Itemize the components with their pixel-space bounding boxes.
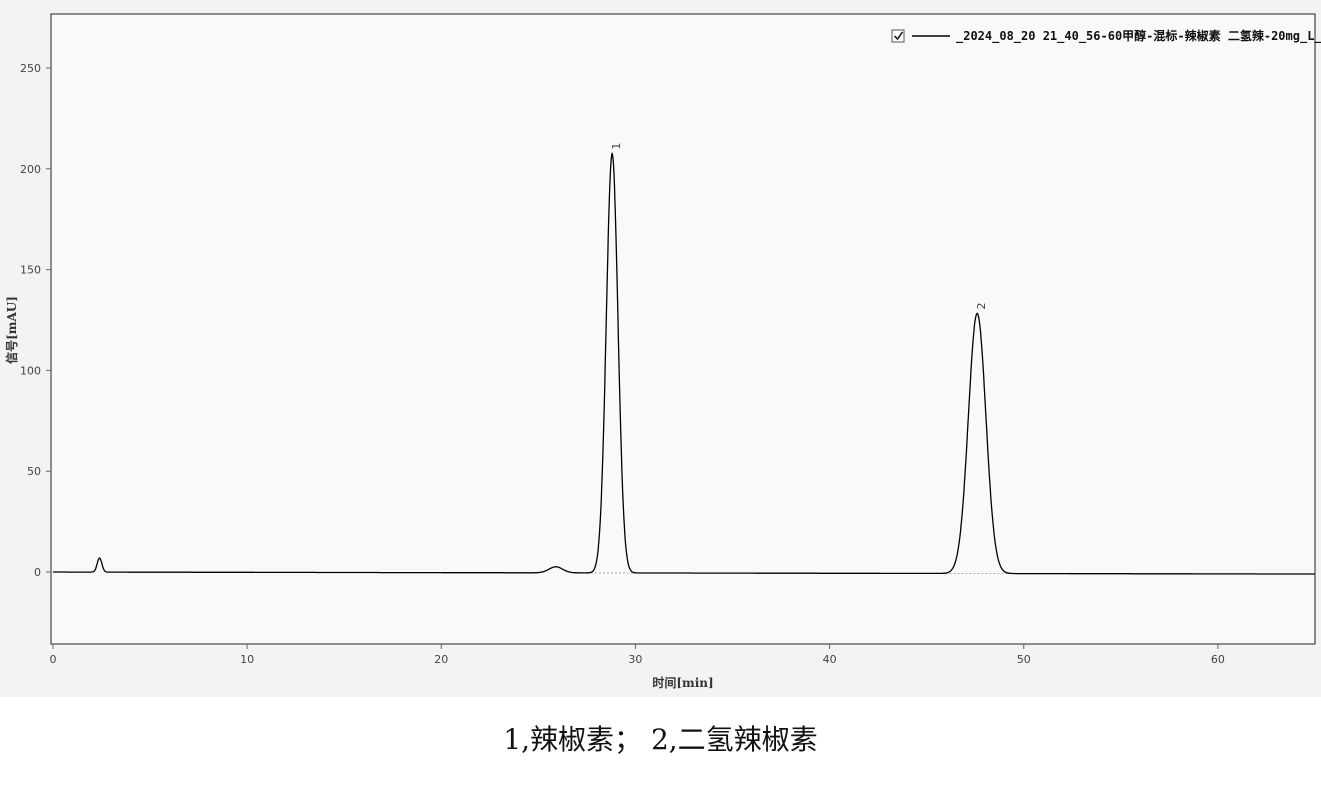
x-tick-label: 60 [1211,653,1225,666]
peak-label: 2 [975,302,988,309]
y-tick-label: 150 [20,264,41,277]
figure-caption: 1,辣椒素； 2,二氢辣椒素 [503,723,818,756]
plot-area [50,13,1316,645]
x-tick-label: 30 [628,653,642,666]
check-icon [893,31,904,41]
legend-label: _2024_08_20 21_40_56-60甲醇-混标-辣椒素 二氢辣-20m… [956,28,1321,44]
x-axis-label: 时间[min] [652,675,713,690]
x-tick-label: 0 [49,653,56,666]
x-tick-label: 50 [1017,653,1031,666]
y-tick-label: 250 [20,62,41,75]
y-tick-label: 200 [20,163,41,176]
y-tick-label: 50 [27,465,41,478]
y-axis-label: 信号[mAU] [4,296,19,364]
x-tick-label: 10 [240,653,254,666]
legend: _2024_08_20 21_40_56-60甲醇-混标-辣椒素 二氢辣-20m… [891,28,1321,44]
x-tick-label: 40 [823,653,837,666]
x-tick-label: 20 [434,653,448,666]
peak-label: 1 [610,143,623,150]
series-line [52,151,1315,575]
y-tick-label: 100 [20,364,41,377]
y-tick-label: 0 [34,566,41,579]
